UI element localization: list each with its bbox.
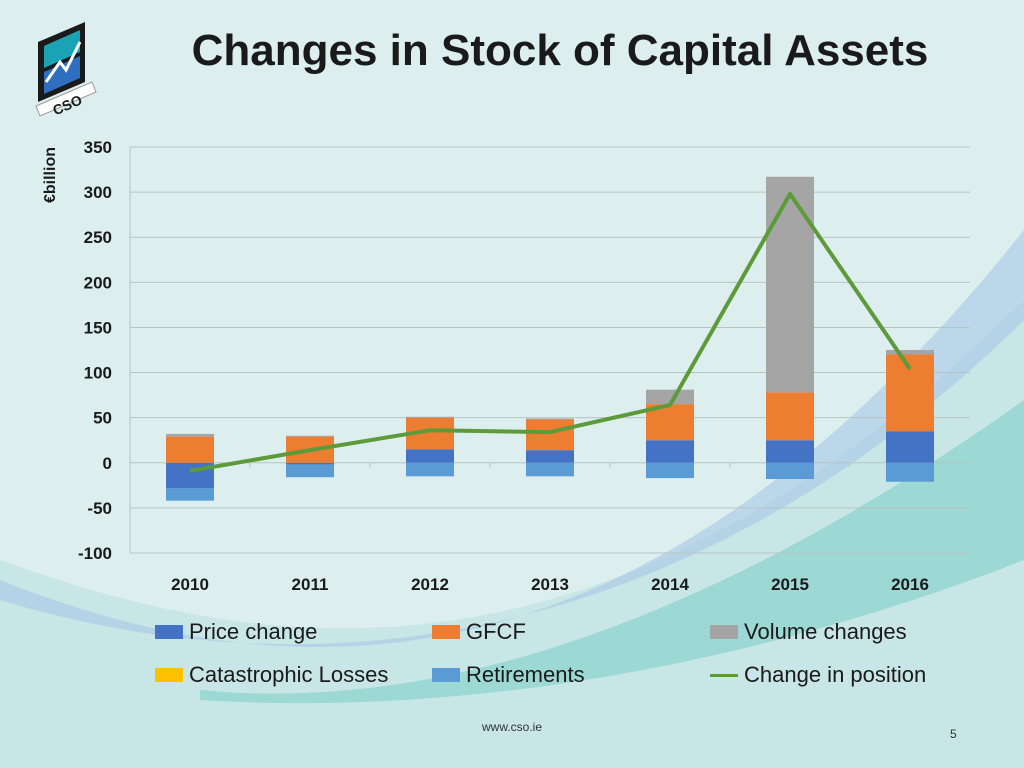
bar-price-change-2011 bbox=[286, 462, 334, 465]
bar-volume-changes-2016 bbox=[886, 350, 934, 355]
bar-volume-changes-2014 bbox=[646, 389, 694, 405]
x-tick-label: 2010 bbox=[171, 575, 209, 594]
bar-retirements-2012 bbox=[406, 462, 454, 477]
bar-volume-changes-2013 bbox=[526, 418, 574, 420]
line-point-2011 bbox=[309, 449, 311, 451]
bar-price-change-2015 bbox=[766, 440, 814, 463]
bar-retirements-2011 bbox=[286, 464, 334, 478]
bar-price-change-2013 bbox=[526, 450, 574, 463]
y-axis-label: €billion bbox=[42, 147, 59, 203]
bar-retirements-2014 bbox=[646, 462, 694, 479]
bar-price-change-2012 bbox=[406, 449, 454, 463]
x-tick-label: 2016 bbox=[891, 575, 929, 594]
y-tick-label: 0 bbox=[103, 454, 112, 473]
bar-price-change-2014 bbox=[646, 440, 694, 463]
change-in-position-line bbox=[189, 191, 912, 473]
footer-url: www.cso.ie bbox=[481, 720, 543, 734]
y-tick-label: -100 bbox=[78, 544, 112, 563]
bar-price-change-2016 bbox=[886, 431, 934, 463]
bar-retirements-2010 bbox=[166, 488, 214, 501]
x-tick-label: 2015 bbox=[771, 575, 809, 594]
bar-volume-changes-2011 bbox=[286, 435, 334, 437]
x-tick-label: 2012 bbox=[411, 575, 449, 594]
x-tick-label: 2014 bbox=[651, 575, 689, 594]
bar-volume-changes-2012 bbox=[406, 416, 454, 418]
bar-gfcf-2010 bbox=[166, 436, 214, 463]
y-tick-labels: 350 300 250 200 150 100 50 0 -50 -100 bbox=[78, 138, 112, 563]
grid-lines bbox=[129, 146, 971, 554]
bar-retirements-2016 bbox=[886, 462, 934, 482]
y-tick-label: 250 bbox=[84, 228, 112, 247]
bar-retirements-2015 bbox=[766, 462, 814, 480]
cso-logo: CSO bbox=[35, 22, 97, 117]
line-point-2010 bbox=[189, 470, 191, 472]
y-tick-label: 50 bbox=[93, 409, 112, 428]
y-tick-label: 150 bbox=[84, 318, 112, 337]
bar-gfcf-2013 bbox=[526, 419, 574, 451]
line-point-2012 bbox=[429, 429, 431, 431]
page-title: Changes in Stock of Capital Assets bbox=[191, 26, 929, 75]
bar-gfcf-2015 bbox=[766, 392, 814, 441]
y-tick-label: 100 bbox=[84, 364, 112, 383]
bar-retirements-2013 bbox=[526, 462, 574, 477]
bar-volume-changes-2010 bbox=[166, 433, 214, 437]
x-tick-label: 2013 bbox=[531, 575, 569, 594]
line-point-2013 bbox=[549, 431, 551, 433]
line-point-2015 bbox=[789, 193, 791, 195]
bar-volume-changes-2015 bbox=[766, 176, 814, 393]
y-tick-label: 350 bbox=[84, 138, 112, 157]
line-point-2014 bbox=[669, 404, 671, 406]
y-tick-label: 200 bbox=[84, 273, 112, 292]
line-point-2016 bbox=[909, 368, 911, 370]
page-number: 5 bbox=[950, 727, 957, 741]
x-tick-labels: 2010 2011 2012 2013 2014 2015 2016 bbox=[171, 575, 929, 594]
y-tick-label: -50 bbox=[87, 499, 112, 518]
bars bbox=[166, 176, 934, 501]
x-tick-label: 2011 bbox=[292, 575, 329, 594]
y-tick-label: 300 bbox=[84, 183, 112, 202]
